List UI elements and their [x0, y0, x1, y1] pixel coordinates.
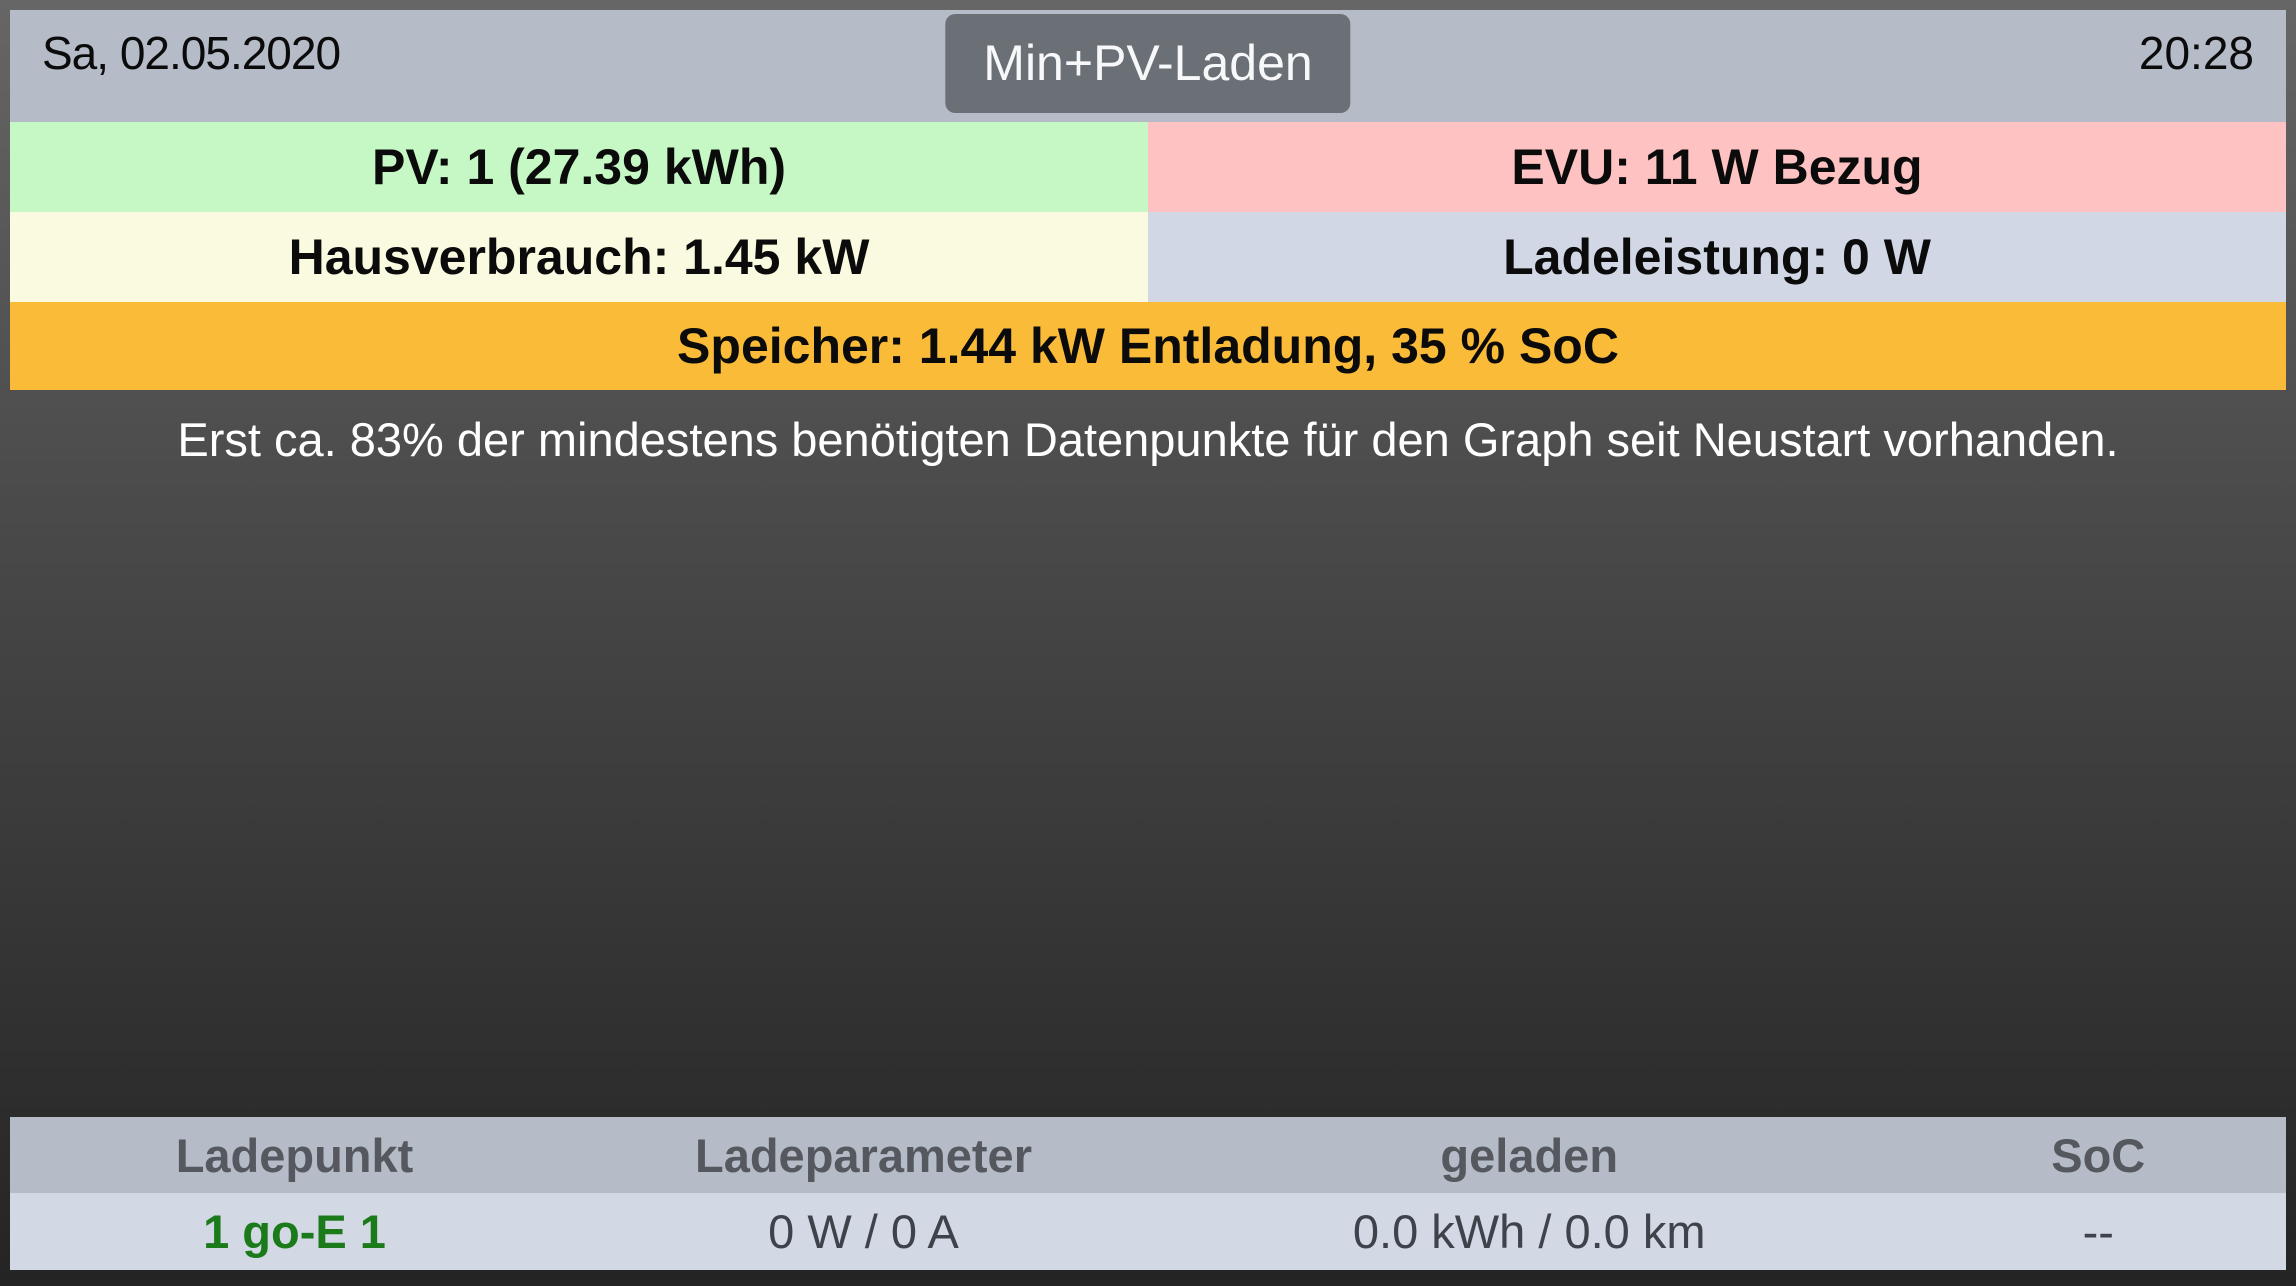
chargepoint-table-header: Ladepunkt Ladeparameter geladen SoC — [10, 1117, 2286, 1193]
column-header-geladen: geladen — [1440, 1128, 1619, 1182]
chargepoint-geladen-cell: 0.0 kWh / 0.0 km — [1352, 1205, 1706, 1258]
graph-area: Erst ca. 83% der mindestens benötigten D… — [0, 390, 2296, 1117]
status-tiles: PV: 1 (27.39 kWh) EVU: 11 W Bezug Hausve… — [10, 122, 2286, 390]
chargepoint-soc-cell: -- — [2082, 1205, 2114, 1258]
chargepoint-table: Ladepunkt Ladeparameter geladen SoC 1 go… — [10, 1117, 2286, 1270]
charge-mode-button[interactable]: Min+PV-Laden — [945, 14, 1351, 113]
pv-status-tile: PV: 1 (27.39 kWh) — [10, 122, 1148, 212]
hausverbrauch-status-tile: Hausverbrauch: 1.45 kW — [10, 212, 1148, 302]
evu-status-tile: EVU: 11 W Bezug — [1148, 122, 2286, 212]
column-header-ladeparameter: Ladeparameter — [695, 1128, 1032, 1182]
ladeleistung-status-tile: Ladeleistung: 0 W — [1148, 212, 2286, 302]
chargepoint-row: 1 go-E 1 0 W / 0 A 0.0 kWh / 0.0 km -- — [10, 1193, 2286, 1270]
speicher-status-tile: Speicher: 1.44 kW Entladung, 35 % SoC — [10, 302, 2286, 390]
top-bar: Sa, 02.05.2020 Min+PV-Laden 20:28 — [10, 10, 2286, 122]
column-header-soc: SoC — [2051, 1128, 2146, 1182]
clock-label: 20:28 — [2138, 27, 2254, 79]
graph-data-notice: Erst ca. 83% der mindestens benötigten D… — [177, 413, 2119, 466]
chargepoint-name-cell[interactable]: 1 go-E 1 — [203, 1205, 386, 1258]
chargepoint-ladeparameter-cell: 0 W / 0 A — [768, 1205, 959, 1258]
column-header-ladepunkt: Ladepunkt — [175, 1128, 414, 1182]
date-label: Sa, 02.05.2020 — [42, 27, 341, 79]
